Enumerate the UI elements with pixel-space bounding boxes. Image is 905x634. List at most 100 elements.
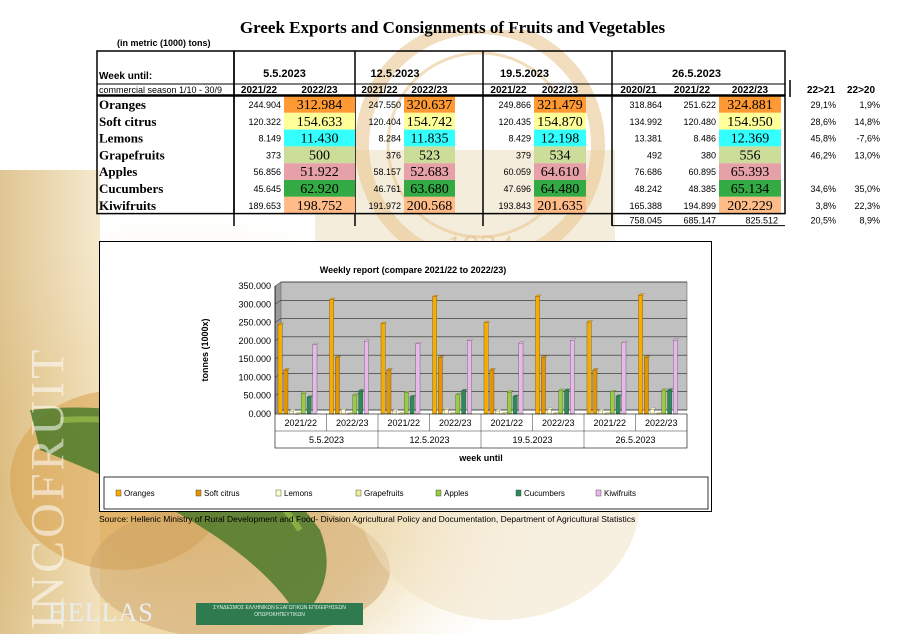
bar-oranges — [329, 299, 334, 415]
page-title: Greek Exports and Consignments of Fruits… — [239, 18, 666, 37]
table-cell: 198.752 — [297, 199, 343, 214]
y-tick-label: 150.000 — [238, 354, 271, 364]
table-cell: 523 — [419, 148, 440, 163]
table-cell: 154.633 — [297, 115, 343, 130]
table-cell: 534 — [550, 148, 571, 163]
row-label: Soft citrus — [99, 114, 156, 129]
x-category-label: 2022/23 — [645, 418, 678, 428]
bar-cucumbers — [667, 390, 672, 415]
table-cell: 194.899 — [683, 201, 716, 211]
x-category-label: 2021/22 — [284, 418, 317, 428]
legend-swatch — [355, 489, 362, 497]
season-col-header: 2020/21 — [620, 85, 657, 96]
legend: Oranges Soft citrus Lemons Grapefruits Apple… — [103, 476, 709, 510]
x-category-label: 2022/23 — [439, 418, 472, 428]
cell-highlight — [404, 163, 455, 180]
cell-highlight — [284, 196, 355, 214]
y-tick-label: 300.000 — [238, 299, 271, 309]
y-tick-label: 200.000 — [238, 336, 271, 346]
cell-highlight — [719, 129, 781, 147]
bar-top — [501, 412, 508, 414]
bar-lemons — [598, 410, 603, 415]
bar-cucumbers — [564, 390, 569, 415]
cell-highlight — [534, 112, 586, 130]
bar-top — [570, 338, 577, 341]
bar-top — [277, 322, 284, 325]
bar-top — [415, 342, 422, 344]
table-cell: 48.242 — [634, 184, 662, 194]
bar-soft-citrus — [283, 369, 289, 415]
bar-apples — [558, 390, 564, 415]
table-cell: 62.920 — [300, 182, 339, 197]
season-col-header: 2021/22 — [241, 85, 278, 96]
x-category-label: 2021/22 — [593, 418, 626, 428]
bar-apples — [352, 394, 358, 415]
bar-top — [655, 412, 662, 414]
table-cell: 120.404 — [368, 117, 401, 127]
bar-kiwifruits — [570, 340, 575, 415]
cell-highlight — [719, 196, 781, 214]
cell-highlight — [284, 146, 355, 164]
total-change: 8,9% — [859, 216, 880, 226]
bar-soft-citrus — [438, 357, 443, 415]
table-cell: 8.429 — [508, 134, 531, 144]
bar-top — [329, 297, 336, 300]
bar-apples — [301, 393, 306, 415]
bar-cucumbers — [461, 390, 466, 415]
table-cell: 65.393 — [731, 165, 770, 180]
table-cell: 373 — [266, 150, 281, 160]
cell-highlight — [534, 180, 586, 197]
table-cell: 165.388 — [629, 201, 662, 211]
bar-cucumbers — [358, 390, 363, 415]
bar-top — [541, 355, 548, 358]
cell-highlight — [719, 146, 781, 164]
bar-top — [289, 409, 296, 412]
y-axis-title: tonnes (1000x) — [200, 318, 210, 381]
bar-top — [661, 388, 668, 391]
bar-top — [644, 355, 651, 358]
bar-top — [295, 412, 302, 414]
table-cell: 154.870 — [537, 115, 583, 130]
table-cell: 201.635 — [537, 199, 583, 214]
gridline-depth — [274, 281, 282, 287]
bar-oranges — [277, 324, 283, 415]
bar-cucumbers — [306, 397, 312, 415]
change-cell: 34,6% — [810, 184, 836, 194]
table-cell: 64.610 — [541, 165, 580, 180]
chart-panel: Weekly report (compare 2021/22 to 2022/2… — [99, 241, 712, 512]
table-cell: 64.480 — [541, 182, 580, 197]
row-label: Kiwifruits — [99, 198, 156, 213]
legend-label: Lemons — [284, 489, 312, 498]
bar-apples — [507, 391, 512, 415]
hellas-wordmark: HELLAS — [48, 598, 154, 627]
bar-top — [398, 412, 405, 414]
table-cell: 312.984 — [297, 98, 343, 113]
table-cell: 12.369 — [731, 132, 770, 147]
change-cell: 13,0% — [854, 150, 880, 160]
season-col-header: 2022/23 — [411, 85, 448, 96]
x-axis-title: week until — [458, 453, 503, 463]
bar-kiwifruits — [364, 341, 369, 415]
cell-highlight — [404, 196, 455, 214]
table-cell: 244.904 — [248, 100, 281, 110]
change-cell: 22,3% — [854, 201, 880, 211]
bar-top — [586, 320, 593, 323]
bar-kiwifruits — [415, 343, 421, 415]
x-group-label: 5.5.2023 — [309, 435, 344, 445]
bar-lemons — [392, 410, 397, 415]
cell-highlight — [284, 180, 355, 197]
cell-highlight — [534, 146, 586, 164]
table-cell: 500 — [309, 148, 330, 163]
bar-lemons — [443, 409, 449, 415]
bar-top — [518, 341, 525, 344]
bar-top — [467, 339, 474, 341]
bar-oranges — [483, 322, 489, 415]
bar-top — [546, 407, 554, 410]
source-note: Source: Hellenic Ministry of Rural Devel… — [99, 514, 636, 524]
table-cell: 191.972 — [368, 201, 401, 211]
bar-top — [506, 390, 514, 393]
bar-top — [392, 409, 399, 412]
bar-cucumbers — [409, 396, 415, 415]
bar-top — [283, 368, 290, 371]
bar-top — [673, 338, 680, 341]
